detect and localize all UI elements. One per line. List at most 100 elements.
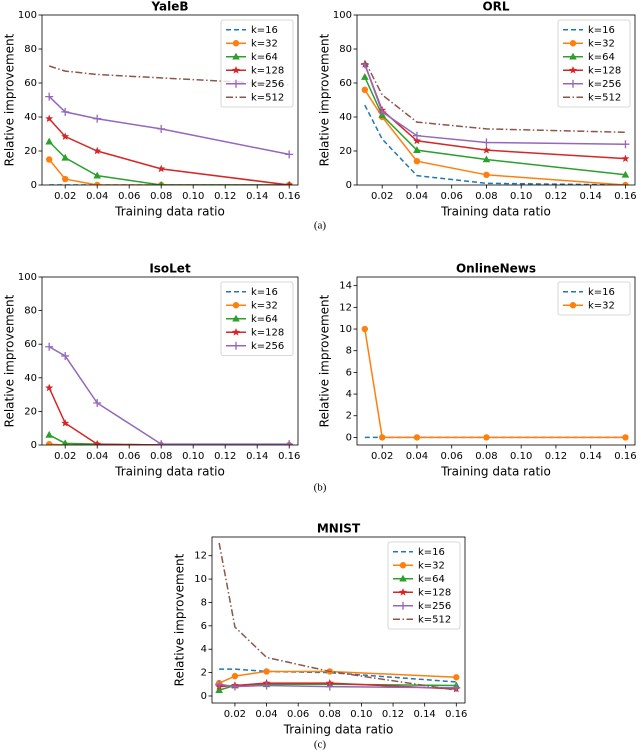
chart: IsoLet Training data ratio Relative improv… [3,262,301,479]
x-tick-label: 0.12 [214,451,236,462]
legend-label: k=32 [588,38,615,49]
x-tick-label: 0.04 [86,451,108,462]
legend-box [557,19,631,108]
marker [93,439,102,445]
x-tick-label: 0.08 [150,191,172,202]
caption: (c) [314,739,327,751]
legend-label: k=64 [251,314,278,325]
x-tick-label: 0.06 [441,451,463,462]
y-tick-label: 40 [339,112,352,123]
y-tick-label: 14 [339,281,352,292]
x-tick-label: 0.14 [246,451,268,462]
marker [45,114,54,123]
legend: k=16 k=32 [557,281,631,316]
legend: k=16 k=32 k=64 k=128 k=256 [220,281,294,356]
legend-label: k=256 [251,341,284,352]
series-line [48,159,290,185]
marker [361,325,369,333]
y-tick-label: 2 [201,668,207,679]
marker [215,686,223,693]
x-tick-label: 0.06 [287,709,309,720]
x-tick-label: 0.04 [406,191,428,202]
legend-label: k=512 [418,614,451,625]
marker [325,682,334,691]
y-tick-label: 10 [194,574,207,585]
marker [93,399,102,407]
x-tick-label: 0.10 [510,191,532,202]
legend-marker [232,302,240,309]
marker [230,682,239,691]
plot-area [360,60,630,185]
marker [413,158,421,165]
marker [482,155,491,163]
marker [61,418,70,427]
legend-label: k=32 [588,300,615,311]
marker [483,434,490,441]
marker [285,150,294,159]
y-tick-label: 4 [201,644,207,655]
legend-label: k=64 [251,52,278,63]
marker [157,440,166,445]
marker [61,132,70,140]
legend: k=16 k=32 k=64 k=128 k=256 k=512 [557,19,631,108]
legend-marker [232,314,240,322]
legend-label: k=32 [418,560,445,571]
legend-label: k=128 [588,65,621,76]
legend-label: k=16 [251,287,278,298]
y-tick-label: 40 [24,112,37,123]
y-tick-label: 80 [339,44,352,55]
chart-title: MNIST [317,522,361,536]
legend-box [220,19,294,108]
x-tick-label: 0.06 [118,191,140,202]
legend-marker [569,40,577,47]
x-tick-label: 0.16 [445,709,467,720]
legend-marker [399,601,407,610]
x-tick-label: 0.06 [118,451,140,462]
x-tick-label: 0.06 [441,191,463,202]
series-line [48,346,290,445]
marker [157,164,166,173]
marker [62,439,69,445]
marker [46,440,53,445]
x-tick-label: 0.12 [545,191,567,202]
y-tick-label: 12 [194,551,207,562]
series-line [218,670,457,684]
x-tick-label: 0.14 [580,191,602,202]
legend-label: k=16 [251,25,278,36]
legend-label: k=16 [588,25,615,36]
x-tick-label: 0.02 [224,709,246,720]
legend-label: k=16 [588,287,615,298]
y-tick-label: 0 [346,432,352,443]
marker [621,170,630,178]
legend: k=16 k=32 k=64 k=128 k=256 k=512 [220,19,294,108]
x-tick-label: 0.02 [371,191,393,202]
legend-marker [232,341,240,350]
marker [482,138,491,147]
series-line [364,104,626,185]
y-tick-label: 40 [24,373,37,384]
marker [45,92,54,101]
legend-label: k=256 [418,601,451,612]
legend-marker [232,40,240,47]
y-tick-label: 100 [18,10,37,21]
marker [158,181,164,185]
marker [45,137,53,145]
legend-box [220,281,294,356]
y-tick-label: 60 [24,339,37,350]
y-tick-label: 20 [24,146,37,157]
axes-frame [41,276,299,446]
legend-marker [399,574,407,582]
y-tick-label: 10 [339,324,352,335]
marker [412,131,421,140]
legend-label: k=128 [251,327,284,338]
marker [262,681,271,690]
x-axis-label: Training data ratio [114,465,225,479]
y-tick-label: 2 [346,411,352,422]
marker [378,107,387,116]
chart-title: IsoLet [149,262,191,276]
x-tick-label: 0.16 [614,191,636,202]
legend-marker [569,66,577,74]
legend-label: k=128 [418,587,451,598]
y-tick-label: 100 [333,10,352,21]
